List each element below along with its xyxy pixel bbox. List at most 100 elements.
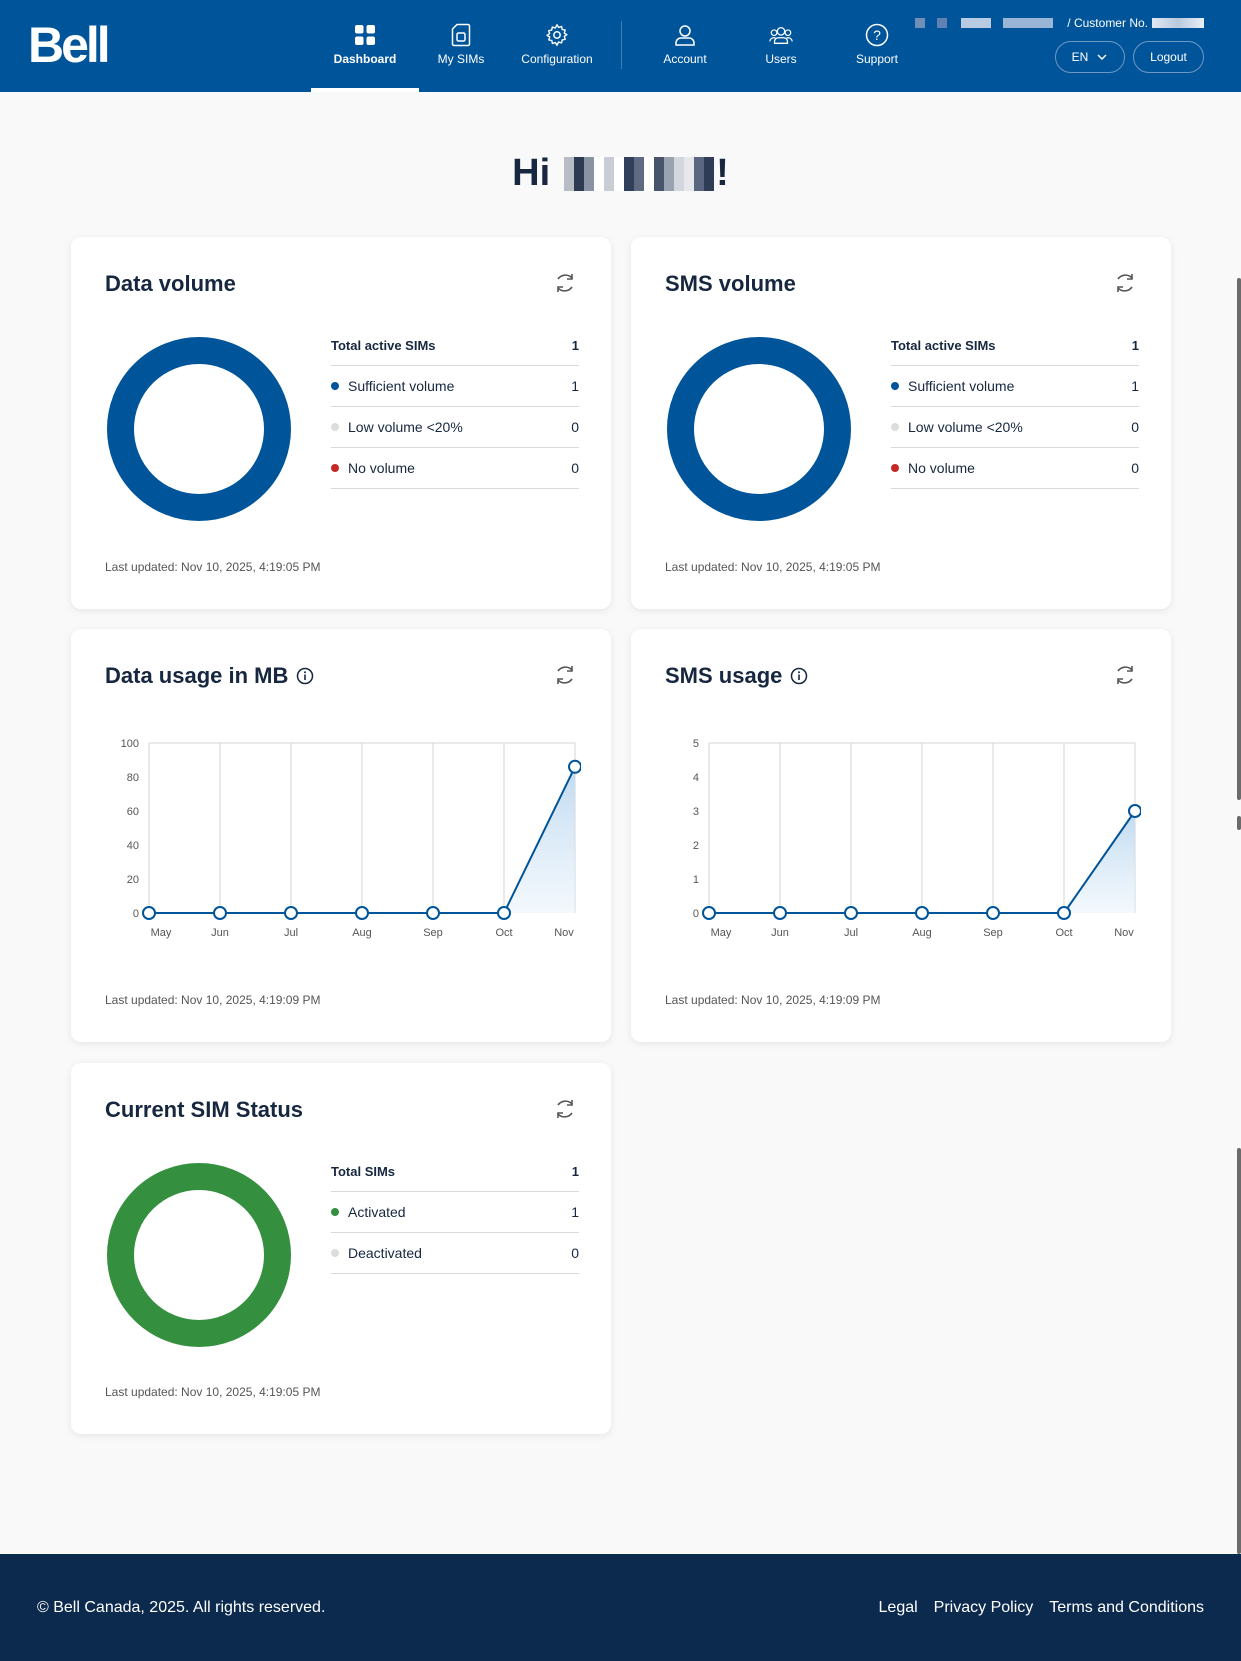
copyright: © Bell Canada, 2025. All rights reserved… (37, 1599, 326, 1616)
redacted-customer-number (1152, 18, 1204, 28)
sim-status-donut (107, 1163, 291, 1347)
y-tick-label: 3 (693, 806, 699, 818)
greeting-prefix: Hi (512, 152, 551, 194)
x-tick-label: Aug (352, 927, 372, 939)
stat-label: Deactivated (348, 1245, 422, 1261)
last-updated: Last updated: Nov 10, 2025, 4:19:05 PM (665, 560, 881, 574)
y-tick-label: 0 (133, 908, 139, 920)
x-tick-label: Oct (495, 927, 512, 939)
nav-my-sims-label: My SIMs (437, 52, 485, 66)
refresh-icon[interactable] (553, 663, 577, 687)
language-selector[interactable]: EN (1055, 41, 1125, 73)
scrollbar-thumb[interactable] (1237, 278, 1241, 800)
card-title: Data usage in MB (105, 663, 314, 689)
bell-logo[interactable]: Bell (28, 17, 111, 73)
x-tick-label: Aug (912, 927, 932, 939)
stat-value: 0 (571, 419, 579, 435)
footer-links: Legal Privacy Policy Terms and Condition… (879, 1599, 1204, 1617)
top-navigation-bar: Bell Dashboard My SIMs Configuration Acc… (0, 0, 1241, 92)
stat-value: 0 (1131, 460, 1139, 476)
x-tick-label: Nov (554, 927, 574, 939)
card-title-text: Data usage in MB (105, 663, 289, 688)
last-updated: Last updated: Nov 10, 2025, 4:19:05 PM (105, 1385, 321, 1399)
nav-my-sims[interactable]: My SIMs (407, 0, 515, 92)
sim-icon (449, 23, 473, 47)
stat-value: 1 (1131, 378, 1139, 394)
stat-label: Activated (348, 1204, 406, 1220)
data-point (568, 759, 581, 774)
data-point (1057, 906, 1071, 920)
data-point (284, 906, 298, 920)
donut-segment-activated (107, 1163, 291, 1347)
greeting-suffix: ! (716, 152, 729, 194)
legend-dot (331, 423, 339, 431)
stat-row-deactivated: Deactivated 0 (331, 1233, 579, 1274)
refresh-icon[interactable] (553, 1097, 577, 1121)
info-icon[interactable] (790, 667, 808, 685)
nav-dashboard[interactable]: Dashboard (311, 0, 419, 92)
legend-dot (331, 1208, 339, 1216)
info-icon[interactable] (296, 667, 314, 685)
stat-row-none: No volume 0 (331, 448, 579, 489)
stat-label: Low volume <20% (908, 419, 1023, 435)
data-point (497, 906, 511, 920)
sms-volume-donut (667, 337, 851, 521)
card-title: Current SIM Status (105, 1097, 304, 1122)
donut-segment-sufficient (107, 337, 291, 521)
stat-row-activated: Activated 1 (331, 1192, 579, 1233)
card-title: SMS usage (665, 663, 808, 689)
stat-label: Total SIMs (331, 1163, 396, 1179)
data-point (142, 906, 156, 920)
data-point (844, 906, 858, 920)
legend-dot (331, 464, 339, 472)
stat-label: Total active SIMs (891, 337, 996, 353)
nav-support[interactable]: ? Support (823, 0, 931, 92)
stat-value: 1 (571, 337, 579, 353)
nav-dashboard-label: Dashboard (333, 52, 397, 66)
x-tick-label: May (711, 927, 732, 939)
sms-volume-stats: Total active SIMs 1 Sufficient volume 1 … (891, 325, 1139, 489)
x-tick-label: May (151, 927, 172, 939)
terms-link[interactable]: Terms and Conditions (1049, 1599, 1204, 1616)
dashboard-icon (353, 23, 377, 47)
refresh-icon[interactable] (1113, 663, 1137, 687)
nav-account[interactable]: Account (631, 0, 739, 92)
help-icon: ? (865, 23, 889, 47)
x-tick-label: Sep (423, 927, 443, 939)
user-icon (673, 23, 697, 47)
data-volume-stats: Total active SIMs 1 Sufficient volume 1 … (331, 325, 579, 489)
legend-dot (891, 423, 899, 431)
sim-status-card: Current SIM Status Total SIMs 1 Activate… (71, 1063, 611, 1434)
chevron-down-icon (1097, 54, 1107, 60)
customer-number-label: / Customer No. (1067, 16, 1148, 30)
scrollbar-thumb[interactable] (1237, 816, 1241, 830)
y-tick-label: 5 (693, 738, 699, 750)
x-tick-label: Jul (284, 927, 298, 939)
stat-value: 1 (1131, 337, 1139, 353)
legend-dot (331, 1249, 339, 1257)
y-tick-label: 60 (127, 806, 139, 818)
legal-link[interactable]: Legal (878, 1599, 918, 1616)
refresh-icon[interactable] (553, 271, 577, 295)
data-point (773, 906, 787, 920)
privacy-policy-link[interactable]: Privacy Policy (933, 1599, 1034, 1616)
redacted-name (915, 18, 1054, 28)
page-title: Hi ! (0, 152, 1241, 195)
gear-icon (545, 23, 569, 47)
nav-configuration-label: Configuration (521, 52, 593, 66)
scrollbar-thumb[interactable] (1237, 1148, 1241, 1554)
nav-configuration[interactable]: Configuration (503, 0, 611, 92)
logout-button[interactable]: Logout (1133, 41, 1204, 73)
y-tick-label: 0 (693, 908, 699, 920)
y-tick-label: 1 (693, 874, 699, 886)
legend-dot (331, 382, 339, 390)
card-title: SMS volume (665, 271, 796, 296)
data-volume-card: Data volume Total active SIMs 1 Sufficie… (71, 237, 611, 609)
data-point (355, 906, 369, 920)
donut-segment-sufficient (667, 337, 851, 521)
data-usage-line-chart: 0 20 40 60 80 100 May Jun Jul Aug Sep Oct Nov (121, 738, 581, 939)
refresh-icon[interactable] (1113, 271, 1137, 295)
nav-users[interactable]: Users (727, 0, 835, 92)
data-volume-donut (107, 337, 291, 521)
nav-users-label: Users (765, 52, 797, 66)
